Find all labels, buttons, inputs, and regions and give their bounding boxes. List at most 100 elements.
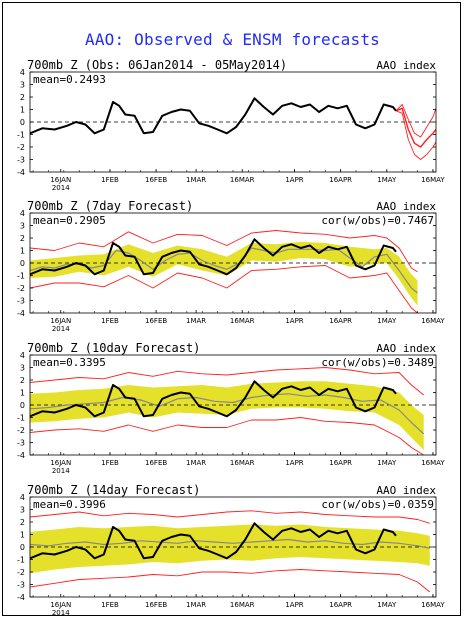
x-tick-label: 16MAY xyxy=(421,176,445,184)
panel-right-label: AAO index xyxy=(376,484,436,497)
panel-title: 700mb Z (10day Forecast) xyxy=(27,341,200,355)
observed-line xyxy=(30,97,397,135)
envelope-upper-line xyxy=(30,367,424,396)
ensemble-mean-line xyxy=(30,538,430,549)
y-tick-label: -2 xyxy=(17,143,25,152)
spread-band xyxy=(30,524,430,574)
y-tick-label: 1 xyxy=(20,531,25,540)
mean-label: mean=0.2493 xyxy=(33,73,106,86)
y-tick-label: 0 xyxy=(20,259,25,268)
x-tick-label: 16JAN xyxy=(50,601,71,609)
panel-right-label: AAO index xyxy=(376,342,436,355)
x-tick-label: 1FEB xyxy=(101,176,119,184)
panel-right-label: AAO index xyxy=(376,59,436,72)
x-year-label: 2014 xyxy=(52,325,70,333)
envelope-lower-line xyxy=(395,110,436,160)
x-tick-label: 1MAR xyxy=(186,176,206,184)
x-tick-label: 16JAN xyxy=(50,317,71,325)
x-tick-label: 1MAR xyxy=(186,459,206,467)
envelope-lower-line xyxy=(30,569,431,593)
y-tick-label: -3 xyxy=(17,439,25,448)
envelope-upper-line xyxy=(30,230,418,273)
x-tick-label: 1APR xyxy=(285,601,303,609)
x-tick-label: 1MAY xyxy=(377,601,397,609)
x-tick-label: 16JAN xyxy=(50,176,71,184)
y-tick-label: 3 xyxy=(20,364,25,373)
y-tick-label: 2 xyxy=(20,518,25,527)
correlation-label: cor(w/obs)=0.3489 xyxy=(321,356,434,369)
plot-area xyxy=(30,97,436,160)
x-year-label: 2014 xyxy=(52,467,70,475)
x-tick-label: 16APR xyxy=(329,317,352,325)
panel-title: 700mb Z (14day Forecast) xyxy=(27,483,200,497)
y-tick-label: 3 xyxy=(20,222,25,231)
correlation-label: cor(w/obs)=0.7467 xyxy=(321,214,434,227)
x-tick-label: 1MAY xyxy=(377,176,397,184)
y-tick-label: -3 xyxy=(17,581,25,590)
x-tick-label: 16MAR xyxy=(230,601,255,609)
forecast-line xyxy=(395,107,436,148)
mean-label: mean=0.2905 xyxy=(33,214,106,227)
x-tick-label: 1MAY xyxy=(377,459,397,467)
y-tick-label: -4 xyxy=(17,451,25,460)
envelope-lower-line xyxy=(30,417,424,455)
plot-area xyxy=(30,510,436,593)
x-tick-label: 1MAY xyxy=(377,317,397,325)
x-tick-label: 16MAR xyxy=(230,317,255,325)
x-tick-label: 1FEB xyxy=(101,317,119,325)
x-tick-label: 1APR xyxy=(285,459,303,467)
y-tick-label: -2 xyxy=(17,426,25,435)
x-tick-label: 16MAY xyxy=(421,459,445,467)
y-tick-label: 1 xyxy=(20,389,25,398)
x-tick-label: 1FEB xyxy=(101,601,119,609)
x-tick-label: 16FEB xyxy=(145,317,167,325)
panel-4: 700mb Z (14day Forecast) AAO index mean=0.… xyxy=(17,483,445,617)
x-tick-label: 1MAR xyxy=(186,317,206,325)
figure-title: AAO: Observed & ENSM forecasts xyxy=(85,30,380,49)
y-tick-label: -1 xyxy=(17,131,25,140)
y-tick-label: -1 xyxy=(17,414,25,423)
y-tick-label: 1 xyxy=(20,247,25,256)
y-tick-label: 3 xyxy=(20,506,25,515)
x-tick-label: 16MAY xyxy=(421,317,445,325)
y-tick-label: 4 xyxy=(20,493,25,502)
y-tick-label: -2 xyxy=(17,284,25,293)
y-tick-label: -4 xyxy=(17,593,25,602)
x-tick-label: 16JAN xyxy=(50,459,71,467)
panel-title: 700mb Z (Obs: 06Jan2014 - 05May2014) xyxy=(27,58,287,72)
y-tick-label: -4 xyxy=(17,168,25,177)
x-year-label: 2014 xyxy=(52,184,70,192)
x-tick-label: 1MAR xyxy=(186,601,206,609)
y-tick-label: 2 xyxy=(20,234,25,243)
x-tick-label: 1APR xyxy=(285,317,303,325)
y-tick-label: -1 xyxy=(17,272,25,281)
envelope-lower-line xyxy=(30,265,418,313)
ensemble-mean-line xyxy=(30,247,418,294)
plot-area xyxy=(30,230,436,313)
x-year-label: 2014 xyxy=(52,609,70,617)
panel-3: 700mb Z (10day Forecast) AAO index mean=0.… xyxy=(17,341,445,475)
y-tick-label: 2 xyxy=(20,376,25,385)
observed-line xyxy=(30,238,397,276)
y-tick-label: -2 xyxy=(17,568,25,577)
x-tick-label: 16APR xyxy=(329,601,352,609)
panel-1: 700mb Z (Obs: 06Jan2014 - 05May2014) AAO … xyxy=(17,58,445,192)
x-tick-label: 1APR xyxy=(285,176,303,184)
y-tick-label: -1 xyxy=(17,556,25,565)
mean-label: mean=0.3395 xyxy=(33,356,106,369)
y-tick-label: 3 xyxy=(20,81,25,90)
y-tick-label: 4 xyxy=(20,351,25,360)
x-tick-label: 16MAY xyxy=(421,601,445,609)
y-tick-label: 4 xyxy=(20,209,25,218)
y-tick-label: -4 xyxy=(17,309,25,318)
envelope-upper-line xyxy=(395,104,436,138)
y-tick-label: -3 xyxy=(17,297,25,306)
x-tick-label: 16MAR xyxy=(230,459,255,467)
x-tick-label: 16FEB xyxy=(145,459,167,467)
observed-line xyxy=(30,380,397,418)
x-tick-label: 16APR xyxy=(329,459,352,467)
y-tick-label: 4 xyxy=(20,68,25,77)
plot-area xyxy=(30,367,436,455)
x-tick-label: 1FEB xyxy=(101,459,119,467)
